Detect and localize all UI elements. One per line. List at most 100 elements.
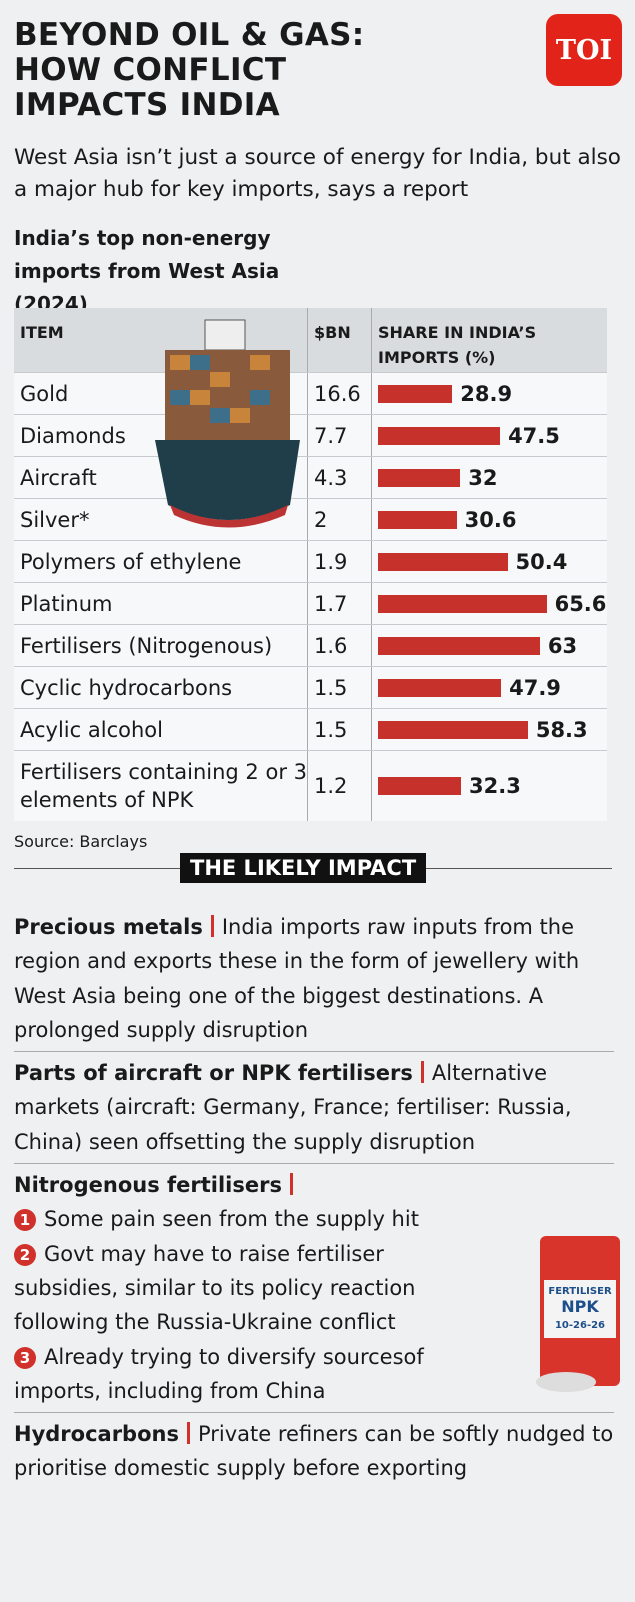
table-row: Platinum 1.7 65.6 — [14, 582, 607, 624]
item-cell: Polymers of ethylene — [14, 541, 308, 582]
value-cell: 1.9 — [308, 541, 372, 582]
impact-text: Private refiners can be softly nudged to… — [14, 1422, 614, 1481]
value-cell: 1.7 — [308, 583, 372, 624]
bar-label: 32.3 — [469, 774, 521, 798]
item: Aircraft — [20, 465, 97, 490]
item: Silver* — [20, 507, 90, 532]
table-row: Diamonds 7.7 47.5 — [14, 414, 607, 456]
bar — [378, 468, 461, 487]
bar-label: 63 — [547, 633, 578, 658]
bar — [378, 384, 453, 403]
separator — [420, 1061, 424, 1084]
table: ITEM $BN SHARE IN INDIA’S IMPORTS (%) Go… — [14, 308, 607, 821]
item: Platinum — [20, 591, 113, 616]
share-cell: 58.3 — [372, 709, 607, 750]
bag-label: FERTILISER — [548, 1286, 612, 1297]
source: Source: Barclays — [14, 832, 148, 851]
item-text: Already trying to diversify sourcesof im… — [14, 1344, 424, 1403]
bar — [378, 510, 457, 529]
impact-heading: Parts of aircraft or NPK fertilisers — [14, 1061, 413, 1086]
table-title: India’s top non-energy imports from West… — [14, 226, 280, 316]
item: Cyclic hydrocarbons — [20, 675, 233, 700]
impact: Nitrogenous fertilisers 1 Some pain seen f… — [14, 1168, 614, 1414]
column-header: ITEM — [14, 308, 308, 372]
share-cell: 32.3 — [372, 751, 607, 821]
value-cell: 1.5 — [308, 709, 372, 750]
table-row: Fertilisers (Nitrogenous) 1.6 63 — [14, 624, 607, 666]
item-cell: Fertilisers (Nitrogenous) — [14, 625, 308, 666]
bag-brand: NPK — [561, 1297, 599, 1316]
item-cell: Cyclic hydrocarbons — [14, 667, 308, 708]
table-row: Acylic alcohol 1.5 58.3 — [14, 708, 607, 750]
fertiliser-bag: FERTILISER NPK 10-26-26 — [536, 1236, 620, 1392]
bar — [378, 777, 461, 795]
logo: TOI — [546, 14, 622, 86]
item-cell: Fertilisers containing 2 or 3 elements o… — [14, 751, 308, 821]
bar — [378, 720, 528, 739]
item: Fertilisers containing 2 or 3 elements o… — [20, 760, 307, 812]
item-cell: Aircraft — [14, 457, 308, 498]
value-cell: 1.6 — [308, 625, 372, 666]
list-item: 3 Already trying to diversify sourcesof i… — [14, 1340, 474, 1409]
share-cell: 63 — [372, 625, 607, 666]
item-cell: Gold — [14, 373, 308, 414]
share-cell: 65.6 — [372, 583, 607, 624]
impact-heading: Nitrogenous fertilisers — [14, 1173, 282, 1198]
impact-text: India imports raw inputs from the region… — [14, 915, 580, 1042]
share-cell: 47.9 — [372, 667, 607, 708]
impact: Parts of aircraft or NPK fertilisers Alte… — [14, 1056, 614, 1165]
title-line: HOW CONFLICT — [14, 52, 287, 88]
bar-label: 65.6 — [554, 591, 607, 616]
impact-paragraph: Hydrocarbons Private refiners can be soft… — [14, 1417, 614, 1486]
bar — [378, 426, 501, 445]
bar-label: 58.3 — [535, 717, 588, 742]
impact-heading: Hydrocarbons — [14, 1422, 179, 1447]
bar-label: 47.5 — [508, 423, 560, 448]
bar — [378, 678, 502, 697]
item-number: 3 — [14, 1346, 36, 1369]
impacts: Precious metals India imports raw inputs … — [14, 910, 614, 1494]
share-cell: 30.6 — [372, 499, 607, 540]
item: Diamonds — [20, 423, 126, 448]
item: Gold — [20, 381, 69, 406]
value-cell: 16.6 — [308, 373, 372, 414]
item: Acylic alcohol — [20, 717, 163, 742]
bag-grade: 10-26-26 — [555, 1320, 605, 1331]
separator — [289, 1173, 293, 1196]
bar-label: 47.9 — [509, 675, 561, 700]
share-cell: 50.4 — [372, 541, 607, 582]
subtitle: West Asia isn’t just a source of energy … — [14, 145, 621, 202]
title-line: IMPACTS INDIA — [14, 87, 280, 123]
impact-heading: Precious metals — [14, 915, 203, 939]
column-header: SHARE IN INDIA’S IMPORTS (%) — [378, 323, 537, 367]
column-header: $BN — [308, 308, 372, 372]
value-cell: 7.7 — [308, 415, 372, 456]
list-item: 1 Some pain seen from the supply hit — [14, 1202, 474, 1236]
table-row: Gold 16.6 28.9 — [14, 372, 607, 414]
bar — [378, 636, 540, 655]
separator — [210, 915, 214, 937]
impact: Precious metals India imports raw inputs … — [14, 910, 614, 1053]
share-cell: 47.5 — [372, 415, 607, 456]
table-row: Cyclic hydrocarbons 1.5 47.9 — [14, 666, 607, 708]
bar-label: 28.9 — [460, 381, 513, 406]
impact-text: Alternative markets (aircraft: Germany, … — [14, 1061, 572, 1154]
list-item: 2 Govt may have to raise fertiliser subsi… — [14, 1237, 474, 1340]
bar-label: 32 — [468, 465, 498, 490]
value-cell: 1.2 — [308, 751, 372, 821]
table-row: Fertilisers containing 2 or 3 elements o… — [14, 750, 607, 821]
value-cell: 4.3 — [308, 457, 372, 498]
ship-illustration — [155, 319, 300, 528]
item-cell: Diamonds — [14, 415, 308, 456]
bar — [378, 594, 547, 613]
impact-paragraph: Nitrogenous fertilisers — [14, 1168, 614, 1202]
impact: Hydrocarbons Private refiners can be soft… — [14, 1417, 614, 1490]
separator — [186, 1422, 190, 1445]
item-text: Govt may have to raise fertiliser subsid… — [14, 1241, 416, 1335]
item-number: 1 — [14, 1209, 36, 1232]
bar — [378, 552, 508, 571]
item-cell: Silver* — [14, 499, 308, 540]
bar-label: 30.6 — [464, 507, 517, 532]
share-cell: 32 — [372, 457, 607, 498]
